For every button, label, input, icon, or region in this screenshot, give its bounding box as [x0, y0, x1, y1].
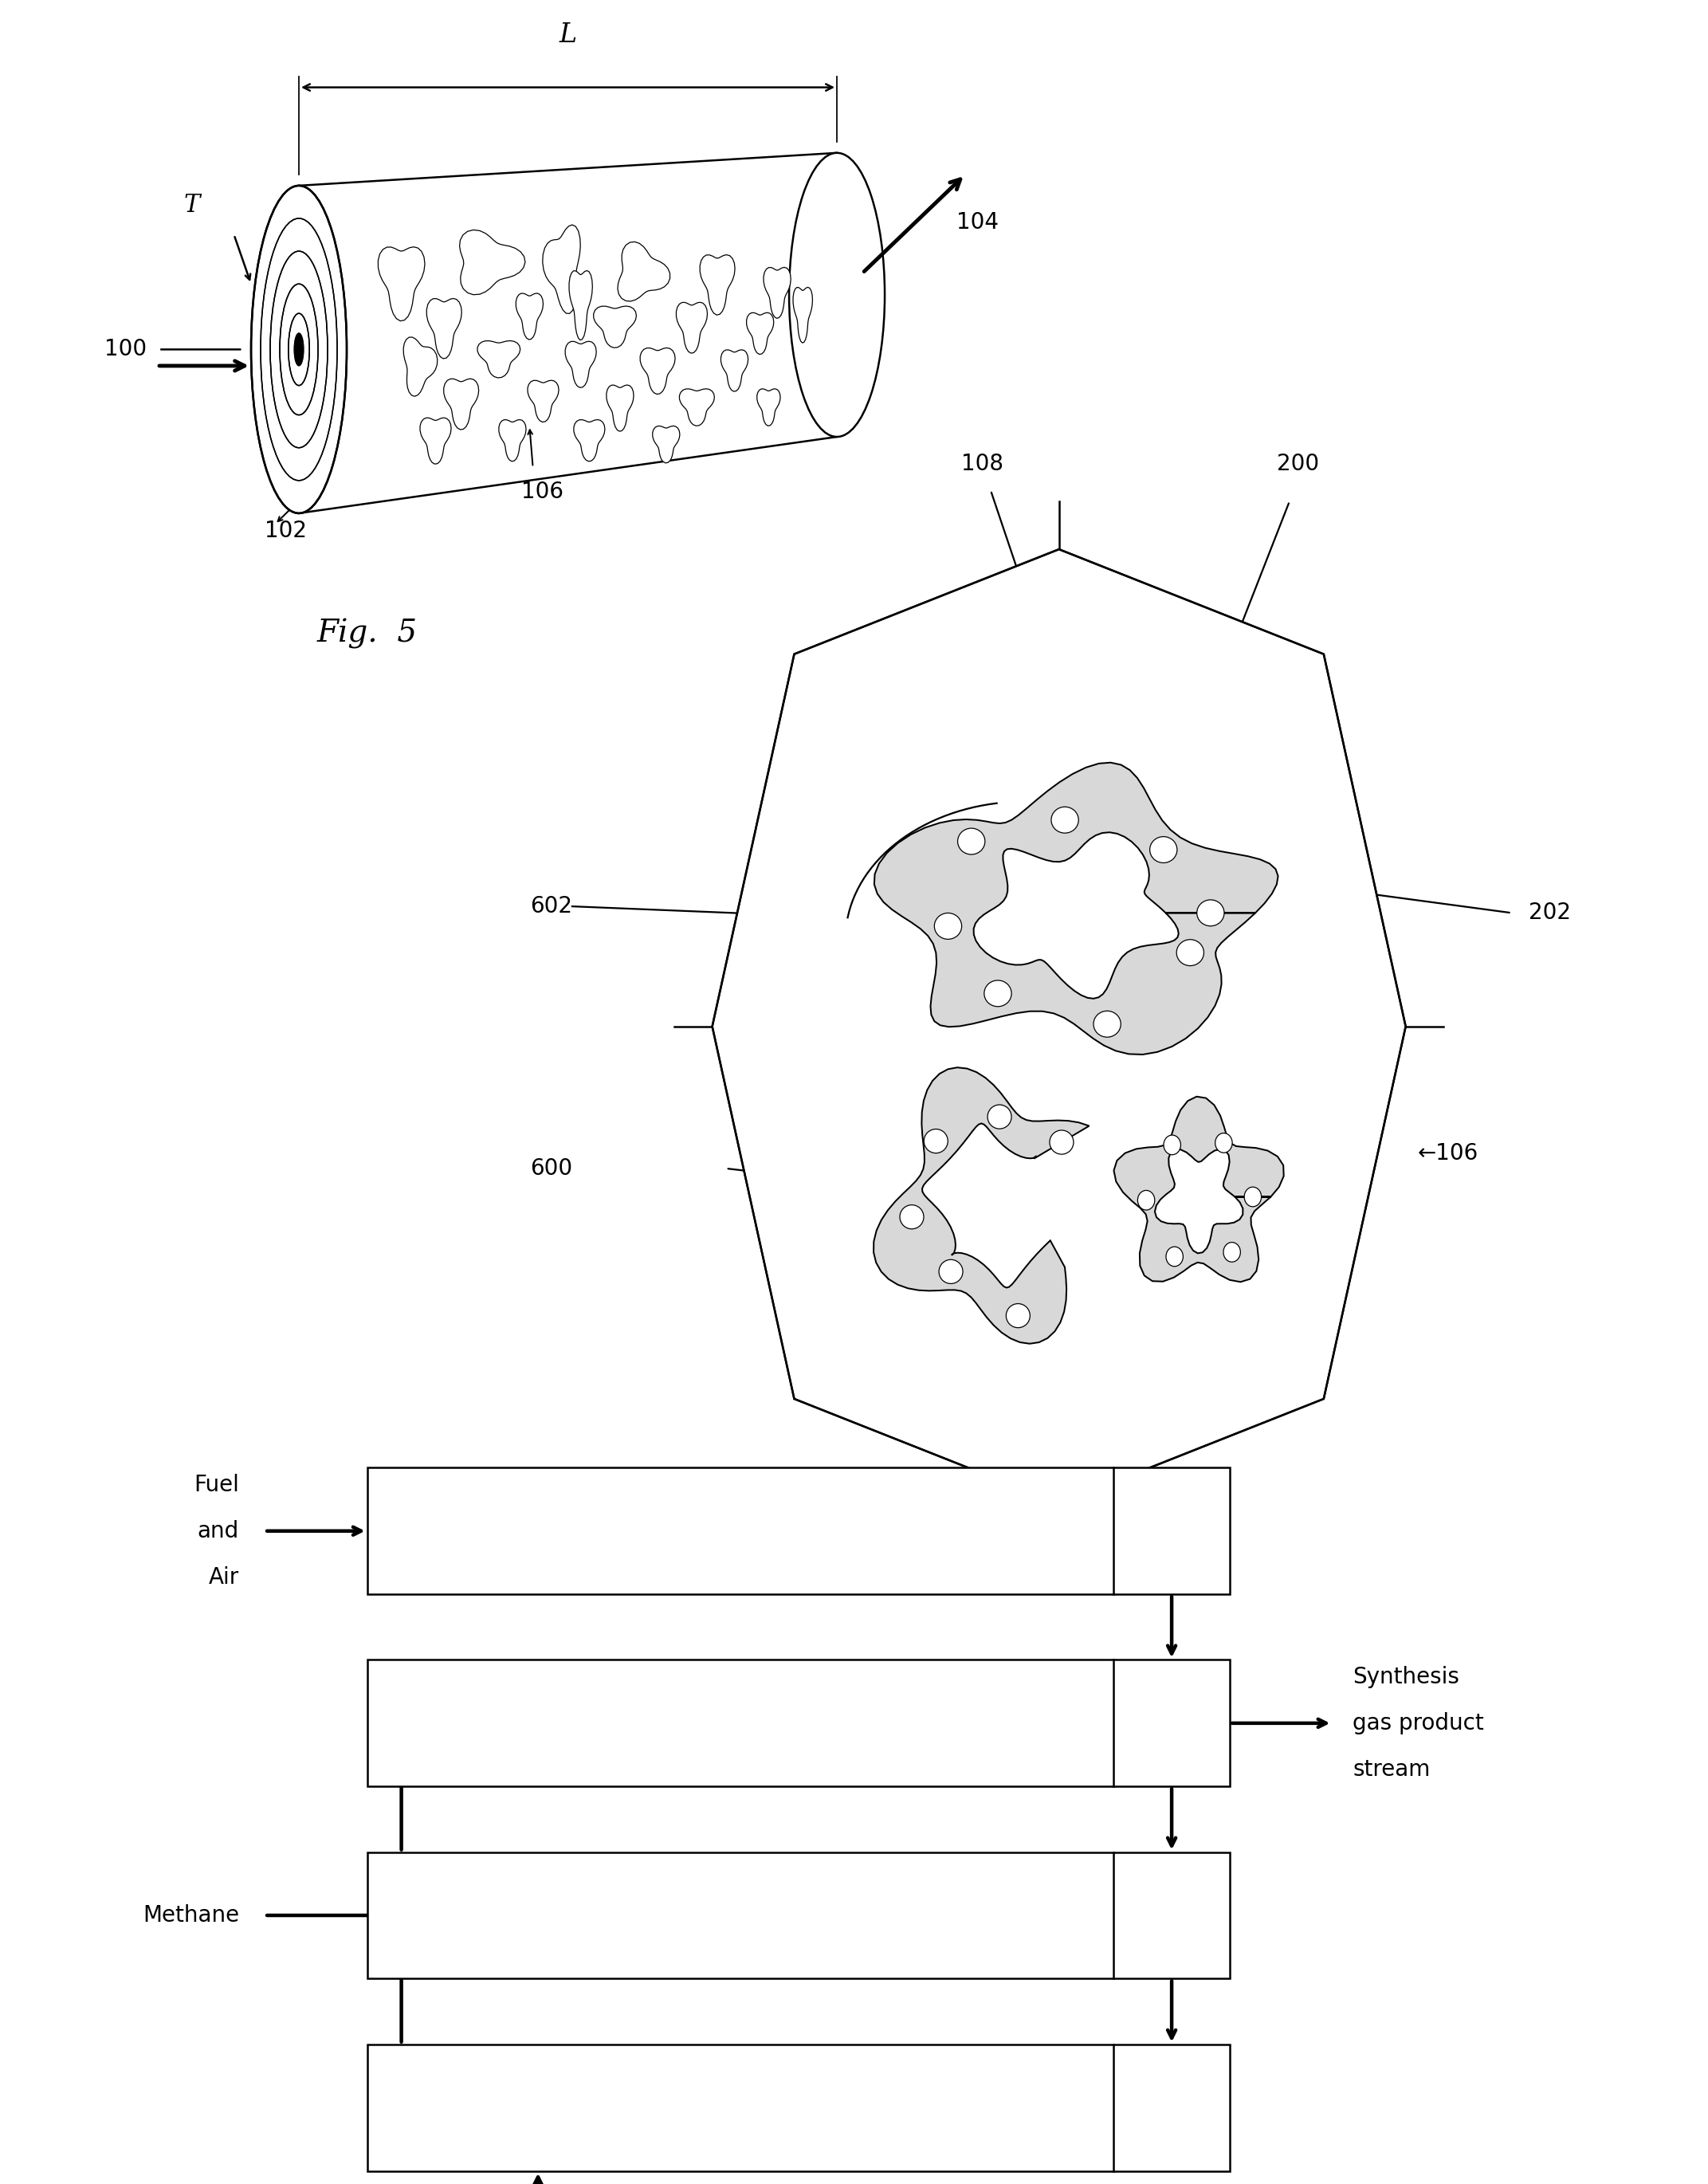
- Bar: [367, 2044, 1230, 2171]
- Polygon shape: [403, 336, 437, 395]
- Ellipse shape: [1050, 806, 1078, 832]
- Text: 702: 702: [1151, 2097, 1192, 2118]
- Ellipse shape: [1006, 1304, 1030, 1328]
- Ellipse shape: [789, 153, 885, 437]
- Ellipse shape: [294, 332, 304, 367]
- Polygon shape: [640, 347, 675, 393]
- Ellipse shape: [900, 1206, 924, 1230]
- Ellipse shape: [1050, 1131, 1074, 1155]
- Ellipse shape: [934, 913, 962, 939]
- Ellipse shape: [1138, 1190, 1155, 1210]
- Polygon shape: [420, 417, 451, 463]
- Ellipse shape: [987, 1105, 1011, 1129]
- Polygon shape: [499, 419, 526, 461]
- Text: 700: 700: [1151, 1520, 1192, 1542]
- Text: 106: 106: [521, 480, 564, 502]
- Polygon shape: [793, 288, 813, 343]
- Text: 600: 600: [529, 1158, 572, 1179]
- Bar: [367, 1468, 1230, 1594]
- Ellipse shape: [1214, 1133, 1231, 1153]
- Text: Fig.  6: Fig. 6: [1009, 1422, 1108, 1452]
- Text: and: and: [198, 1520, 239, 1542]
- Text: Combustor: Combustor: [610, 1520, 728, 1542]
- Text: Fuel: Fuel: [193, 1474, 239, 1496]
- Text: stream: stream: [1353, 1758, 1430, 1780]
- Text: 100: 100: [104, 339, 147, 360]
- Text: Preheater: Preheater: [617, 1904, 722, 1926]
- Text: 202: 202: [1529, 902, 1571, 924]
- Ellipse shape: [1149, 836, 1177, 863]
- Text: ←106: ←106: [1418, 1142, 1479, 1164]
- Ellipse shape: [1177, 939, 1204, 965]
- Text: Fig.  5: Fig. 5: [318, 618, 417, 649]
- Text: Synthesis: Synthesis: [1353, 1666, 1459, 1688]
- Polygon shape: [606, 384, 634, 430]
- Ellipse shape: [1243, 1188, 1261, 1206]
- Bar: [367, 1852, 1230, 1979]
- Polygon shape: [680, 389, 714, 426]
- Text: 706: 706: [1151, 1712, 1192, 1734]
- Polygon shape: [873, 1068, 1090, 1343]
- Text: 704: 704: [1151, 1904, 1192, 1926]
- Polygon shape: [652, 426, 680, 463]
- Ellipse shape: [1093, 1011, 1120, 1037]
- Polygon shape: [574, 419, 605, 461]
- Polygon shape: [377, 247, 425, 321]
- Ellipse shape: [958, 828, 986, 854]
- Polygon shape: [569, 271, 593, 341]
- Polygon shape: [478, 341, 521, 378]
- Polygon shape: [746, 312, 774, 354]
- Polygon shape: [763, 266, 791, 319]
- Ellipse shape: [1167, 1247, 1184, 1267]
- Polygon shape: [543, 225, 581, 314]
- Text: Air: Air: [208, 1566, 239, 1588]
- Text: 108: 108: [962, 452, 1003, 476]
- Polygon shape: [721, 349, 748, 391]
- Ellipse shape: [1197, 900, 1225, 926]
- Ellipse shape: [1223, 1243, 1240, 1262]
- Polygon shape: [444, 378, 478, 430]
- Text: 104: 104: [956, 212, 999, 234]
- Text: L: L: [559, 22, 577, 48]
- Text: 102: 102: [265, 520, 307, 542]
- Ellipse shape: [984, 981, 1011, 1007]
- Text: Steam reforming unit: Steam reforming unit: [553, 1712, 784, 1734]
- Polygon shape: [757, 389, 781, 426]
- Ellipse shape: [1163, 1136, 1180, 1155]
- Polygon shape: [459, 229, 524, 295]
- Ellipse shape: [251, 186, 347, 513]
- Polygon shape: [1114, 1096, 1284, 1282]
- Text: T: T: [183, 192, 200, 218]
- Polygon shape: [528, 380, 559, 422]
- Text: 200: 200: [1278, 452, 1319, 476]
- Polygon shape: [874, 762, 1278, 1055]
- Ellipse shape: [939, 1260, 963, 1284]
- Text: Fig.  7a: Fig. 7a: [589, 2070, 709, 2101]
- Polygon shape: [427, 299, 461, 358]
- Bar: [367, 1660, 1230, 1787]
- Polygon shape: [299, 153, 885, 513]
- Text: Water vaporizer: Water vaporizer: [584, 2097, 755, 2118]
- Polygon shape: [618, 242, 670, 301]
- Polygon shape: [676, 301, 707, 354]
- Polygon shape: [565, 341, 596, 387]
- Polygon shape: [712, 548, 1406, 1503]
- Ellipse shape: [924, 1129, 948, 1153]
- Polygon shape: [700, 256, 734, 314]
- Text: Methane: Methane: [142, 1904, 239, 1926]
- Text: gas product: gas product: [1353, 1712, 1484, 1734]
- Polygon shape: [594, 306, 637, 347]
- Polygon shape: [516, 293, 543, 339]
- Text: 602: 602: [529, 895, 572, 917]
